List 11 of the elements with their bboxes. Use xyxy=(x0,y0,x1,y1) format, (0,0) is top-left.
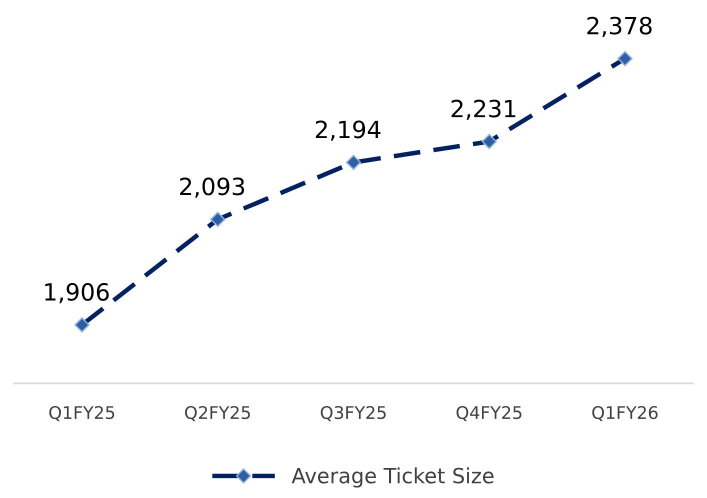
legend-label: Average Ticket Size xyxy=(292,467,494,488)
data-label: 2,231 xyxy=(452,100,516,120)
data-label: 2,194 xyxy=(316,120,380,141)
x-tick-label: Q2FY25 xyxy=(185,406,250,422)
data-label: 1,906 xyxy=(45,282,109,304)
x-tick-label: Q1FY25 xyxy=(49,406,114,422)
data-label: 2,378 xyxy=(587,16,652,37)
x-tick-label: Q4FY25 xyxy=(456,406,522,422)
data-label: 2,093 xyxy=(180,177,244,198)
x-tick-label: Q3FY25 xyxy=(320,406,386,422)
x-tick-label: Q1FY26 xyxy=(592,406,658,422)
